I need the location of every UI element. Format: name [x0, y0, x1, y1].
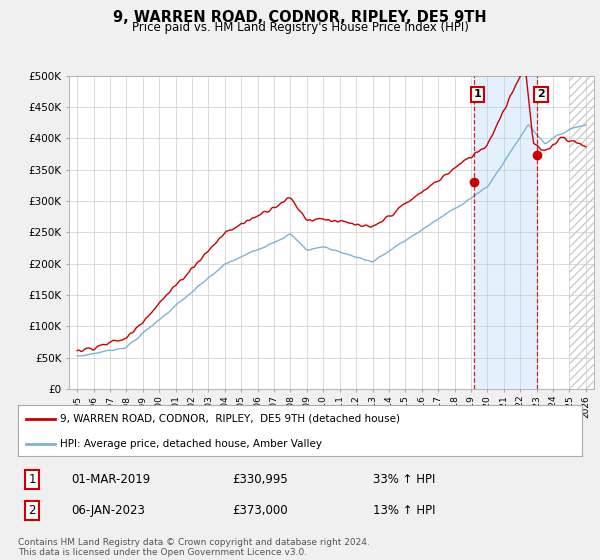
Text: £373,000: £373,000 [232, 504, 288, 517]
Text: 01-MAR-2019: 01-MAR-2019 [71, 473, 151, 486]
Text: 33% ↑ HPI: 33% ↑ HPI [373, 473, 436, 486]
Text: 9, WARREN ROAD, CODNOR, RIPLEY, DE5 9TH: 9, WARREN ROAD, CODNOR, RIPLEY, DE5 9TH [113, 10, 487, 25]
Text: 9, WARREN ROAD, CODNOR,  RIPLEY,  DE5 9TH (detached house): 9, WARREN ROAD, CODNOR, RIPLEY, DE5 9TH … [60, 414, 400, 424]
Text: 06-JAN-2023: 06-JAN-2023 [71, 504, 145, 517]
Text: HPI: Average price, detached house, Amber Valley: HPI: Average price, detached house, Ambe… [60, 438, 322, 449]
Text: 2: 2 [28, 504, 36, 517]
Text: £330,995: £330,995 [232, 473, 288, 486]
Text: Contains HM Land Registry data © Crown copyright and database right 2024.
This d: Contains HM Land Registry data © Crown c… [18, 538, 370, 557]
Bar [569, 76, 594, 389]
Bar [569, 76, 594, 389]
Text: 2: 2 [537, 90, 545, 100]
Bar [474, 76, 537, 389]
Text: 1: 1 [28, 473, 36, 486]
Text: 13% ↑ HPI: 13% ↑ HPI [373, 504, 436, 517]
Text: 1: 1 [474, 90, 482, 100]
Text: Price paid vs. HM Land Registry's House Price Index (HPI): Price paid vs. HM Land Registry's House … [131, 21, 469, 34]
